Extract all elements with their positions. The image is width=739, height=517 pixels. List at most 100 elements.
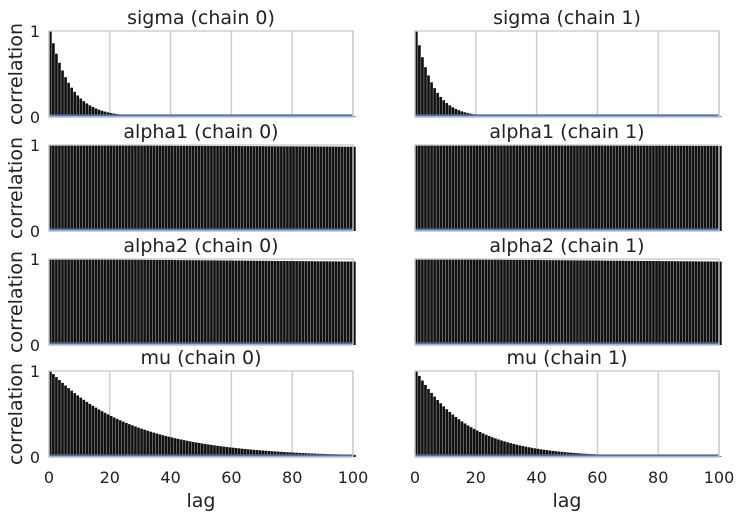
bars [415,145,722,231]
acf-bar [277,260,280,345]
acf-bar [173,438,177,457]
plot-frame [48,370,354,458]
acf-bar [194,442,198,457]
acf-bar [188,260,192,345]
acf-bar [67,388,70,457]
acf-bar [484,259,488,345]
acf-bar [88,259,92,345]
acf-bar [237,146,241,231]
acf-bar [143,145,146,231]
acf-bar [255,146,259,231]
acf-bar [439,259,443,345]
acf-bar [624,145,628,231]
acf-bar [591,260,595,345]
acf-bar [49,31,52,117]
acf-bar [76,95,80,117]
bars [49,259,356,345]
acf-bar [661,145,664,231]
acf-bar [301,146,305,231]
acf-bar [188,145,192,231]
y-tick-label: 1 [30,22,40,41]
y-tick-label: 0 [30,108,40,127]
acf-bar [506,259,509,345]
acf-bar [118,259,122,345]
acf-bar [430,392,433,457]
acf-bar [100,411,104,457]
acf-bar [167,436,171,457]
acf-bar [185,145,189,231]
acf-bar [484,434,488,457]
acf-bar [527,145,531,231]
acf-bar [445,409,449,457]
acf-bar [487,145,491,231]
acf-bar [82,145,86,231]
acf-bar [167,260,171,345]
panel-7: mu (chain 1) 0 20 40 60 80 100 lag [410,347,734,512]
acf-bar [582,145,585,231]
acf-bar [415,145,418,231]
acf-bar [603,145,607,231]
acf-bar [64,145,67,231]
acf-bar [472,428,476,457]
acf-bar [457,419,461,457]
x-tick-label: 20 [100,468,120,487]
acf-bar [424,145,427,231]
acf-bar [289,146,292,231]
acf-bar [500,259,503,345]
acf-bar [515,259,519,345]
acf-bar [539,145,543,231]
acf-bar [454,416,458,457]
acf-bar [79,98,83,117]
acf-bar [82,399,86,457]
acf-bar [103,412,107,457]
acf-bar [191,145,195,231]
acf-bar [76,395,80,457]
acf-bar [298,146,301,231]
acf-bar [316,146,320,231]
acf-bar [280,146,283,231]
acf-bar [646,260,649,345]
acf-bar [615,260,619,345]
acf-bar [445,259,449,345]
x-tick-label: 80 [648,468,668,487]
acf-bar [627,145,631,231]
acf-bar [85,103,89,117]
acf-bar [497,439,500,457]
acf-bar [509,259,512,345]
acf-bar [557,260,561,345]
acf-bar [143,429,146,457]
acf-bar [472,145,476,231]
acf-bar [600,260,604,345]
acf-bar [454,108,458,117]
acf-bar [158,434,162,457]
acf-bar [310,261,314,345]
acf-bar [194,145,198,231]
acf-bar [310,146,314,231]
acf-bar [121,421,125,457]
panel-title: sigma (chain 1) [493,7,641,29]
x-tick-label: 0 [410,468,420,487]
acf-bar [134,259,137,345]
acf-bar [270,146,274,231]
acf-bar [433,396,436,457]
acf-bar [58,145,61,231]
acf-bar [240,146,244,231]
acf-bar [128,145,131,231]
acf-bar [688,261,692,345]
acf-bar [460,421,464,457]
acf-bar [216,445,219,457]
acf-bar [515,444,519,457]
acf-bar [691,261,695,345]
acf-bar [491,145,494,231]
acf-bar [170,145,174,231]
acf-bar [115,259,119,345]
acf-bar [182,145,186,231]
acf-bar [353,146,356,231]
acf-bar [49,145,52,231]
acf-bar [61,382,64,457]
acf-bar [621,260,625,345]
acf-bar [70,87,73,117]
plot-frame [414,258,720,346]
acf-bar [560,145,564,231]
